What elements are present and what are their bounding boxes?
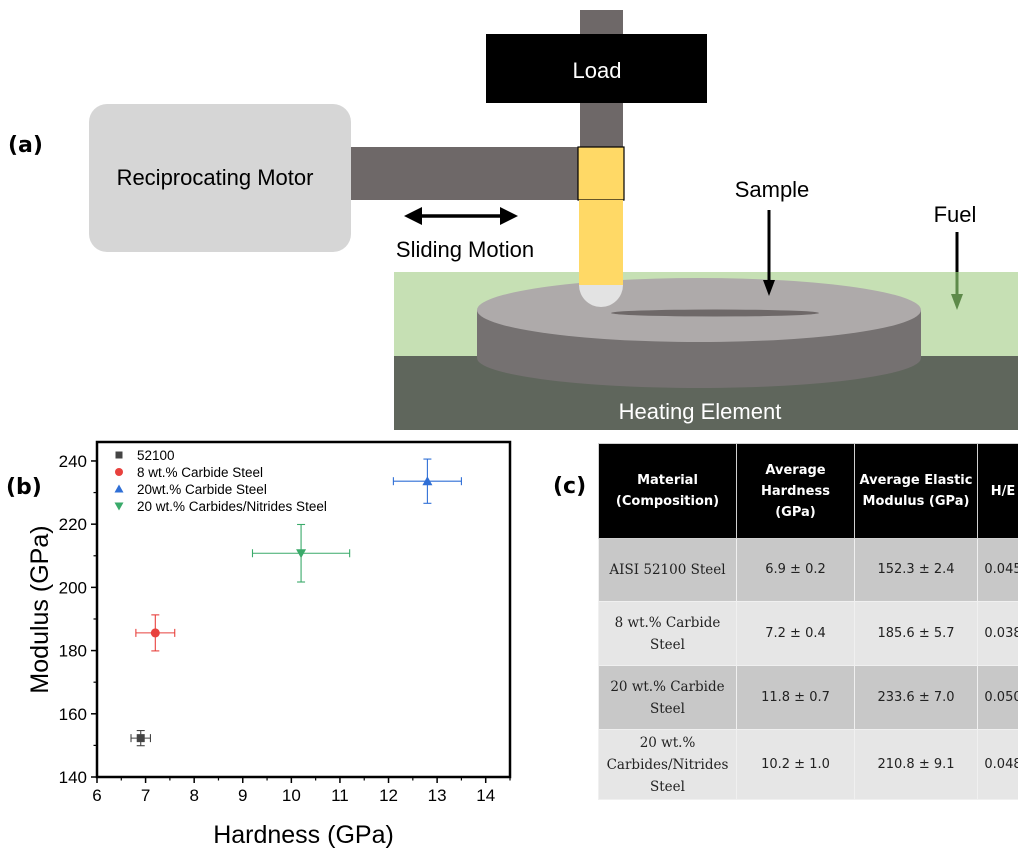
legend-marker-1 [115, 468, 123, 476]
table-row: 8 wt.% Carbide Steel 7.2 ± 0.4 185.6 ± 5… [598, 601, 1018, 666]
x-tick-label: 7 [141, 786, 150, 805]
panel-label-b: (b) [6, 475, 42, 500]
y-tick-label: 240 [59, 452, 87, 471]
reciprocating-motor [89, 104, 351, 252]
y-tick-label: 220 [59, 515, 87, 534]
pin-holder [577, 146, 625, 201]
legend-label-1: 8 wt.% Carbide Steel [137, 465, 263, 480]
fuel-label: Fuel [934, 202, 977, 227]
x-tick-label: 10 [282, 786, 301, 805]
data-point-1 [150, 628, 160, 638]
sliding-motion-label: Sliding Motion [396, 237, 534, 262]
y-axis-label: Modulus (GPa) [26, 525, 54, 693]
heating-element-label: Heating Element [619, 399, 782, 424]
cell-material: 20 wt.% Carbide Steel [598, 665, 737, 730]
cell-h-e: 0.048 [977, 729, 1018, 800]
x-axis-label: Hardness (GPa) [213, 821, 394, 849]
header-h-e: H/E [977, 443, 1018, 539]
data-point-0 [136, 734, 145, 743]
legend-marker-3 [114, 502, 124, 511]
table-row: AISI 52100 Steel 6.9 ± 0.2 152.3 ± 2.4 0… [598, 538, 1018, 602]
table-header-row: Material (Composition) Average Hardness … [598, 443, 1018, 539]
cell-material: 20 wt.% Carbides/Nitrides Steel [598, 729, 737, 800]
sliding-motion-arrow [404, 207, 518, 225]
x-tick-label: 6 [92, 786, 101, 805]
pin [579, 200, 623, 285]
cell-modulus: 210.8 ± 9.1 [854, 729, 978, 800]
load-block [486, 34, 707, 103]
data-point-3 [296, 549, 307, 559]
cell-hardness: 11.8 ± 0.7 [736, 665, 855, 730]
load-label: Load [573, 58, 622, 83]
hardness-modulus-chart: (b) 6 7 8 9 10 11 12 13 14 140 160 180 200 220 240 Hard… [6, 440, 512, 849]
x-tick-label: 9 [238, 786, 247, 805]
legend-marker-2 [114, 484, 124, 493]
fuel-arrow [951, 232, 963, 310]
x-tick-label: 12 [379, 786, 398, 805]
cell-hardness: 7.2 ± 0.4 [736, 601, 855, 666]
sample-arrow [763, 210, 775, 296]
sample-label: Sample [735, 177, 810, 202]
cell-modulus: 185.6 ± 5.7 [854, 601, 978, 666]
pin-ball [579, 285, 623, 307]
legend-label-2: 20wt.% Carbide Steel [137, 482, 267, 497]
panel-label-a: (a) [8, 133, 43, 158]
y-tick-label: 160 [59, 705, 87, 724]
cell-modulus: 233.6 ± 7.0 [854, 665, 978, 730]
properties-table: Material (Composition) Average Hardness … [598, 443, 1018, 800]
cell-material: 8 wt.% Carbide Steel [598, 601, 737, 666]
panel-label-c: (c) [553, 474, 587, 499]
motor-label: Reciprocating Motor [117, 165, 314, 190]
plot-area: 6 7 8 9 10 11 12 13 14 140 160 180 200 220 240 Hardness… [26, 440, 512, 849]
cell-hardness: 10.2 ± 1.0 [736, 729, 855, 800]
motor-arm [348, 147, 582, 200]
header-modulus: Average Elastic Modulus (GPa) [854, 443, 978, 539]
x-tick-label: 14 [476, 786, 495, 805]
cell-material: AISI 52100 Steel [598, 538, 737, 602]
plot-frame [95, 440, 512, 779]
legend-marker-0 [115, 451, 123, 459]
wear-track [611, 309, 819, 317]
tribometer-diagram: Heating Element Load Reciprocating Motor… [8, 10, 1018, 430]
table-row: 20 wt.% Carbides/Nitrides Steel 10.2 ± 1… [598, 729, 1018, 800]
data-point-2 [422, 476, 433, 486]
x-tick-label: 8 [189, 786, 198, 805]
header-hardness: Average Hardness (GPa) [736, 443, 855, 539]
y-tick-label: 180 [59, 642, 87, 661]
legend-label-0: 52100 [137, 448, 175, 463]
cell-h-e: 0.050 [977, 665, 1018, 730]
table-row: 20 wt.% Carbide Steel 11.8 ± 0.7 233.6 ±… [598, 665, 1018, 730]
y-tick-label: 140 [59, 768, 87, 787]
x-tick-label: 13 [428, 786, 447, 805]
legend-label-3: 20 wt.% Carbides/Nitrides Steel [137, 499, 327, 514]
cell-h-e: 0.045 [977, 538, 1018, 602]
cell-hardness: 6.9 ± 0.2 [736, 538, 855, 602]
x-tick-label: 11 [331, 786, 349, 805]
cell-modulus: 152.3 ± 2.4 [854, 538, 978, 602]
y-tick-label: 200 [59, 578, 87, 597]
cell-h-e: 0.038 [977, 601, 1018, 666]
header-material: Material (Composition) [598, 443, 737, 539]
